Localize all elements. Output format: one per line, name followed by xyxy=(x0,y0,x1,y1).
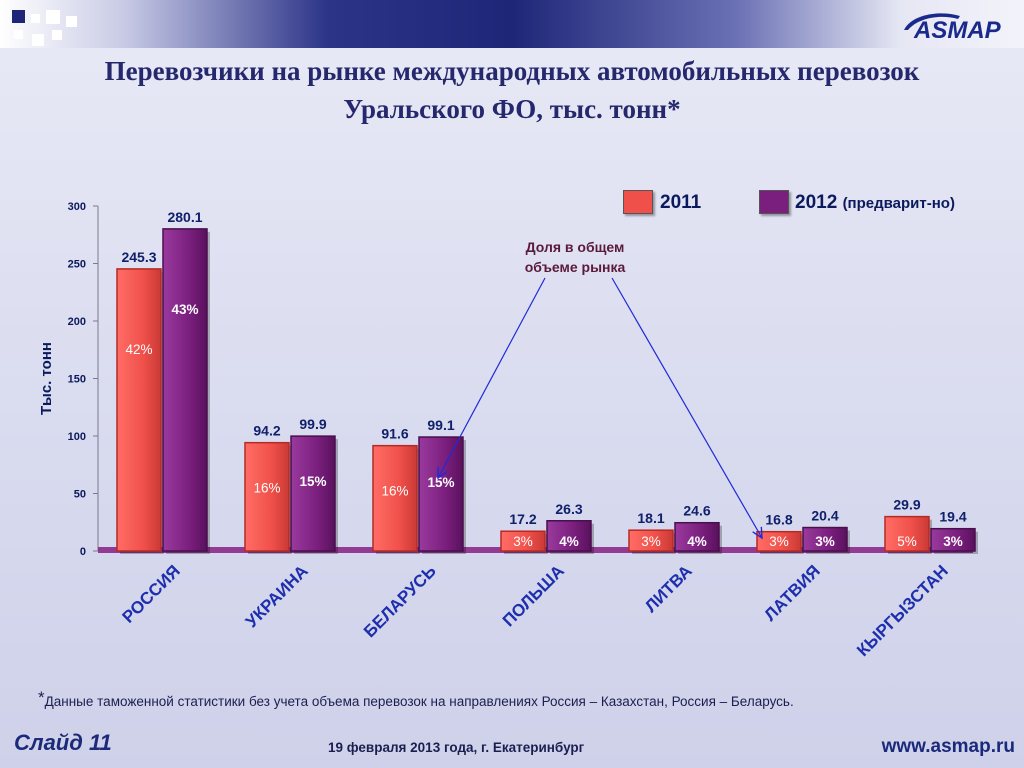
value-label: 17.2 xyxy=(509,511,536,527)
legend-swatch-2011 xyxy=(623,190,653,214)
bar-2012-3 xyxy=(546,520,592,552)
decor-square xyxy=(12,10,25,23)
value-label: 99.1 xyxy=(427,417,454,433)
decor-square xyxy=(52,30,62,40)
category-label: РОССИЯ xyxy=(119,561,184,626)
y-axis-label: Тыс. тонн xyxy=(38,342,55,415)
legend-year-2012: 2012 xyxy=(795,192,838,213)
value-label: 20.4 xyxy=(811,508,838,524)
share-label: 15% xyxy=(427,475,454,490)
value-label: 26.3 xyxy=(555,501,582,517)
callout-arrow-left-line xyxy=(437,277,546,479)
bar-2012-4 xyxy=(674,521,720,552)
logo-wordmark: ASMAP xyxy=(913,17,1002,44)
callout-line-2: объеме рынка xyxy=(524,259,626,275)
y-tick-label: 300 xyxy=(68,201,86,213)
y-tick-label: 250 xyxy=(68,259,86,271)
bar-2012-0 xyxy=(162,228,208,552)
bar-2011-0 xyxy=(116,268,162,552)
share-label: 16% xyxy=(253,481,280,496)
website-link[interactable]: www.asmap.ru xyxy=(881,736,1015,757)
share-label: 5% xyxy=(897,534,917,549)
share-label: 43% xyxy=(171,302,198,317)
bar-2012-2 xyxy=(418,436,464,552)
callout-arrow-right-head xyxy=(752,526,763,540)
footnote-text: Данные таможенной статистики без учета о… xyxy=(44,694,794,709)
value-label: 99.9 xyxy=(299,416,326,432)
y-tick-label: 50 xyxy=(74,489,86,501)
footnote-mark: * xyxy=(38,688,45,707)
share-label: 3% xyxy=(943,534,963,549)
bar-2012-1 xyxy=(290,435,336,552)
category-label: УКРАИНА xyxy=(242,561,312,631)
share-label: 15% xyxy=(299,474,326,489)
y-tick-label: 150 xyxy=(68,374,86,386)
callout-arrow-right-line xyxy=(611,277,763,539)
share-callout: Доля в общем объеме рынка xyxy=(495,237,655,277)
decor-square xyxy=(14,30,23,39)
category-label: КЫРГЫЗСТАН xyxy=(853,561,952,660)
slide-title: Перевозчики на рынке международных автом… xyxy=(0,52,1024,128)
value-label: 91.6 xyxy=(381,426,408,442)
decor-square xyxy=(32,34,44,46)
footnote: *Данные таможенной статистики без учета … xyxy=(38,688,794,709)
value-label: 29.9 xyxy=(893,497,920,513)
decor-square xyxy=(66,16,77,27)
share-label: 3% xyxy=(815,534,835,549)
decor-square xyxy=(46,10,60,24)
legend-note-2012: (предварит-но) xyxy=(842,195,955,212)
legend-label-2012: 2012 (предварит-но) xyxy=(795,192,955,214)
share-label: 4% xyxy=(559,534,579,549)
share-label: 3% xyxy=(769,534,789,549)
bar-2011-6 xyxy=(884,515,930,552)
bar-2011-2 xyxy=(372,444,418,552)
bar-2011-4 xyxy=(628,529,674,552)
y-tick-label: 200 xyxy=(68,316,86,328)
slide-number: Слайд 11 xyxy=(14,730,112,755)
category-label: ПОЛЬША xyxy=(499,561,568,630)
value-label: 18.1 xyxy=(637,510,664,526)
legend-swatch-2012 xyxy=(759,190,789,214)
category-label: ЛИТВА xyxy=(641,561,696,616)
title-line-2: Уральского ФО, тыс. тонн* xyxy=(343,94,681,124)
title-line-1: Перевозчики на рынке международных автом… xyxy=(104,56,920,86)
category-label: ЛАТВИЯ xyxy=(761,561,824,624)
value-label: 245.3 xyxy=(121,249,156,265)
value-label: 19.4 xyxy=(939,509,966,525)
bar-2012-6 xyxy=(930,527,976,552)
share-label: 16% xyxy=(381,484,408,499)
value-label: 280.1 xyxy=(167,209,202,225)
share-label: 3% xyxy=(641,534,661,549)
decor-square xyxy=(31,14,40,23)
share-label: 3% xyxy=(513,534,533,549)
bar-2011-1 xyxy=(244,441,290,552)
legend-label-2011: 2011 xyxy=(660,192,702,213)
bar-2011-3 xyxy=(500,530,546,552)
value-label: 24.6 xyxy=(683,503,710,519)
share-label: 42% xyxy=(125,342,152,357)
slide-date: 19 февраля 2013 года, г. Екатеринбург xyxy=(328,740,585,755)
header-band xyxy=(0,0,1024,48)
asmap-logo: ASMAP xyxy=(904,13,1002,44)
share-label: 4% xyxy=(687,534,707,549)
bar-2012-5 xyxy=(802,526,848,552)
category-label: БЕЛАРУСЬ xyxy=(360,561,440,641)
value-label: 16.8 xyxy=(765,512,792,528)
callout-line-1: Доля в общем xyxy=(525,239,625,255)
bar-2011-5 xyxy=(756,530,802,552)
callout-arrow-left-head xyxy=(437,466,448,480)
y-tick-label: 100 xyxy=(68,431,86,443)
y-tick-label: 0 xyxy=(80,546,86,558)
value-label: 94.2 xyxy=(253,423,280,439)
